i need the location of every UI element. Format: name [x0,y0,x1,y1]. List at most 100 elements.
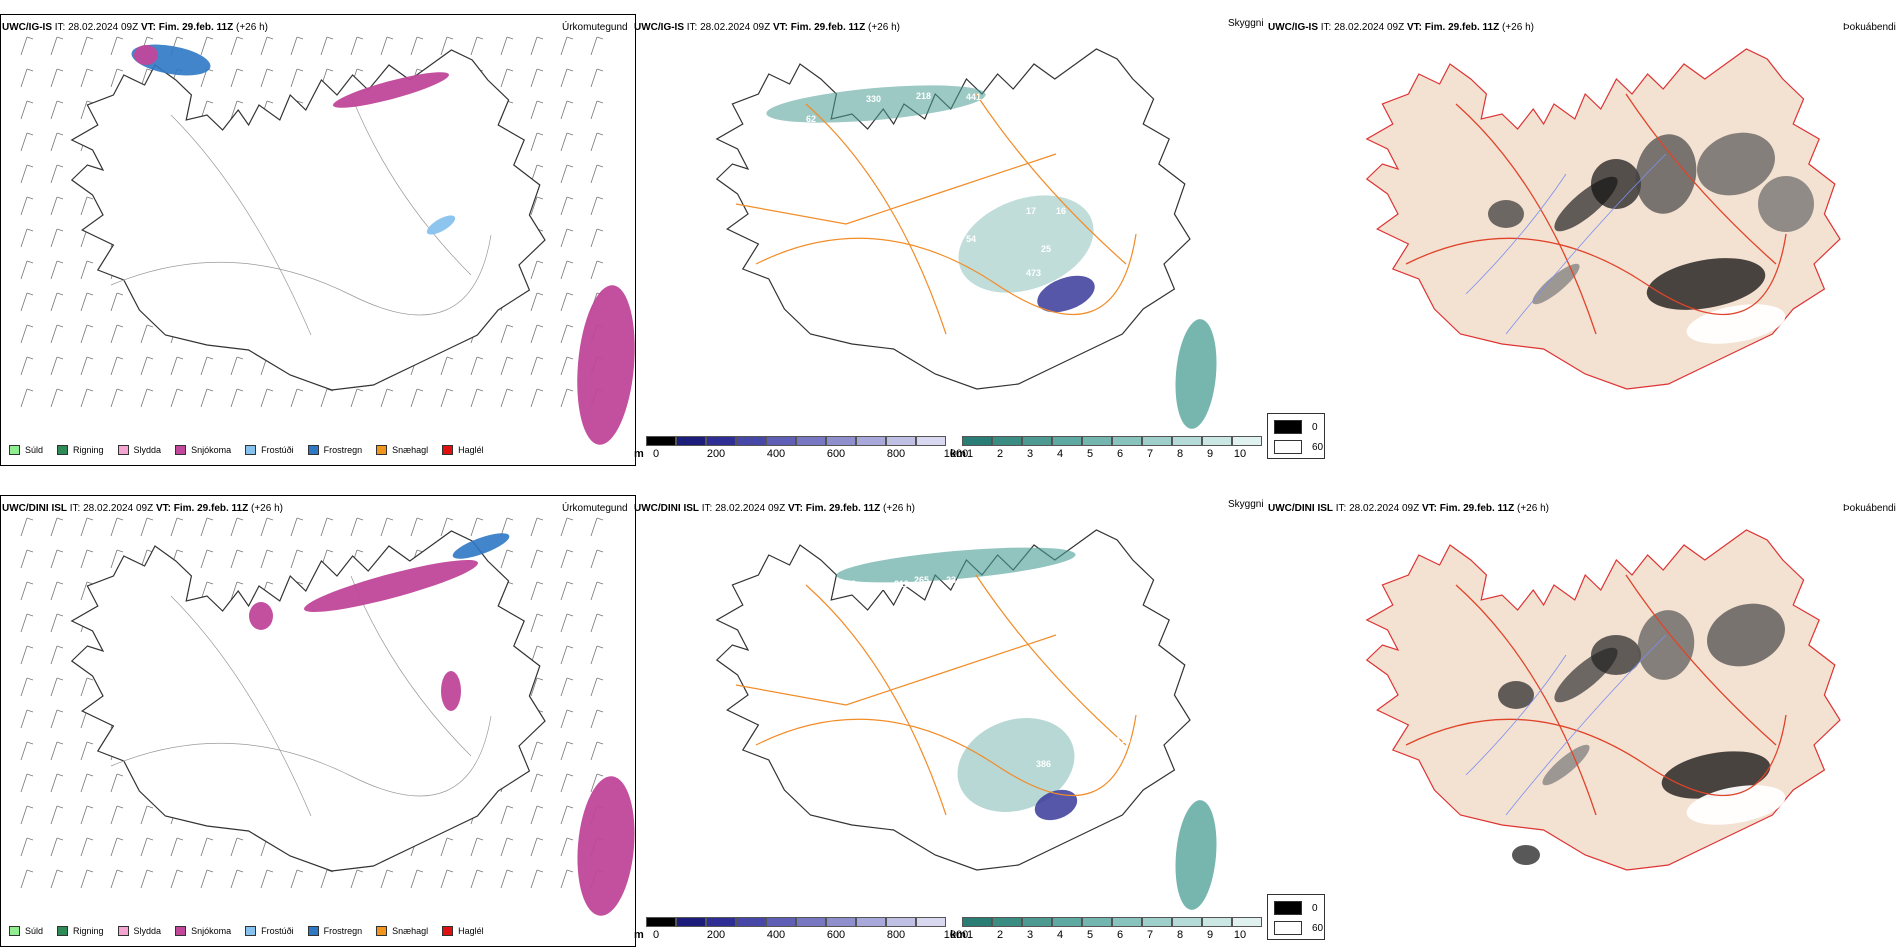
snow-area [134,45,158,65]
colorbar-tick-label: 1 [966,929,974,941]
snow-area [332,72,450,108]
colorbar-segment [886,917,916,927]
colorbar-unit: km [950,448,966,460]
iceland-map-fog-bottom [1365,529,1841,871]
colorbar-tick-label: 400 [766,448,786,460]
colorbar-segment [856,436,886,446]
colorbar-segment [1112,917,1142,927]
legend-swatch [57,926,69,936]
colorbar-tick-label: 4 [1056,929,1064,941]
colorbar-unit: m [634,448,644,460]
visibility-value-label: 16 [1056,206,1066,216]
low-visibility-area [1175,800,1217,910]
legend-item: Súld [9,445,43,455]
legend-item: Haglél [442,445,484,455]
colorbar-segment [1052,917,1082,927]
colorbar-tick-label: 4 [1056,448,1064,460]
visibility-value-label: 473 [1026,268,1041,278]
legend-label: Snæhagl [392,926,429,936]
visibility-value-label: 218 [916,91,931,101]
fog-area [1498,681,1534,709]
visibility-value-label: 265 [914,575,929,585]
colorbar-tick-label: 10 [1233,929,1247,941]
visibility-value-label: 386 [1036,759,1051,769]
colorbar-segment [766,436,796,446]
panel-corner-precip-top: Úrkomutegund [562,22,628,33]
legend-swatch [442,926,454,936]
fog-area [1532,263,1580,305]
fog-area [1542,744,1590,786]
colorbar-segment [736,436,766,446]
colorbar-tick-label: 1 [966,448,974,460]
visibility-value-label: 23 [946,575,956,585]
visibility-value-label: 160 [971,683,986,693]
colorbar-segment [796,436,826,446]
fog-area [1635,134,1697,214]
precip-type-panel-bottom: Súld Rigning Slydda Snjókoma Frostúði Frostre… [0,495,636,947]
legend-swatch [245,445,257,455]
colorbar-tick-label: 2 [996,448,1004,460]
precip-legend: Súld Rigning Slydda Snjókoma Frostúði Frostre… [9,445,484,455]
colorbar-tick-label: 5 [1086,448,1094,460]
colorbar-segment [646,436,676,446]
legend-item: Frostregn [307,445,363,455]
visibility-colorbars-bottom: m 0 200 400 600 800 1000 km 1 2 3 4 5 6 7 8 9 10 [634,917,1274,945]
legend-label: Snæhagl [392,445,429,455]
colorbar-segment [1022,436,1052,446]
legend-item: Slydda [117,445,161,455]
colorbar-tick-label: 600 [826,448,846,460]
low-visibility-area [836,547,1076,583]
visibility-colorbars-top: m 0 200 400 600 800 1000 km 1 2 3 4 5 6 7 8 9 10 [634,436,1274,464]
legend-item: Snæhagl [376,445,428,455]
iceland-map-fog-top [1365,48,1841,390]
colorbar-tick-label: 800 [886,929,906,941]
fog-area [1591,635,1641,675]
visibility-value-label: 115 [1116,735,1131,745]
panel-title-precip-bottom: UWC/DINI ISL IT: 28.02.2024 09Z VT: Fim.… [2,503,283,514]
colorbar-tick-label: 6 [1116,929,1124,941]
colorbar-tick-label: 3 [1026,448,1034,460]
colorbar-segment [646,917,676,927]
legend-item: Snæhagl [376,926,428,936]
legend-swatch [245,926,257,936]
colorbar-tick-label: 8 [1176,929,1184,941]
legend-label: Rigning [73,445,104,455]
fog-area [1707,603,1785,667]
colorbar-tick-label: 200 [706,929,726,941]
snow-area [441,671,461,711]
legend-label: Haglél [458,445,484,455]
colorbar-segment [992,917,1022,927]
colorbar-segment [766,917,796,927]
legend-label: Frostregn [323,445,363,455]
visibility-panel-top: 330 218 441 58 62 130 473 25 16 54 2 17 [636,14,1266,464]
colorbar-segment [856,917,886,927]
panel-title-visibility-top: UWC/IG-IS IT: 28.02.2024 09Z VT: Fim. 29… [634,22,900,33]
colorbar-tick-label: 1000 [943,929,969,941]
colorbar-tick-label: 9 [1206,929,1214,941]
legend-item: Snjókoma [175,926,231,936]
colorbar-tick-label: 5 [1086,929,1094,941]
colorbar-kilometers: km 1 2 3 4 5 6 7 8 9 10 [950,436,1262,460]
road-network [735,93,1137,335]
visibility-value-label: 25 [1041,244,1051,254]
colorbar-tick-label: 3 [1026,929,1034,941]
colorbar-tick-label: 6 [1116,448,1124,460]
legend-swatch [376,445,388,455]
fog-area [1512,845,1540,865]
fog-area [1646,258,1766,310]
panel-corner-visibility-top: Skyggni [1228,18,1264,29]
colorbar-meters: m 0 200 400 600 800 1000 [634,436,968,460]
precip-type-panel-top: Súld Rigning Slydda Snjókoma Frostúði Frostre… [0,14,636,466]
fog-area [1591,159,1641,209]
iceland-map-precip-top [20,36,635,445]
colorbar-segment [706,917,736,927]
snow-area [577,285,635,445]
snow-area [304,559,478,613]
colorbar-segment [992,436,1022,446]
colorbar-tick-label: 7 [1146,448,1154,460]
iceland-coastline [70,49,546,391]
colorbar-segment [1112,436,1142,446]
colorbar-segment [916,436,946,446]
colorbar-unit: m [634,929,644,941]
fog-area [1637,610,1695,680]
